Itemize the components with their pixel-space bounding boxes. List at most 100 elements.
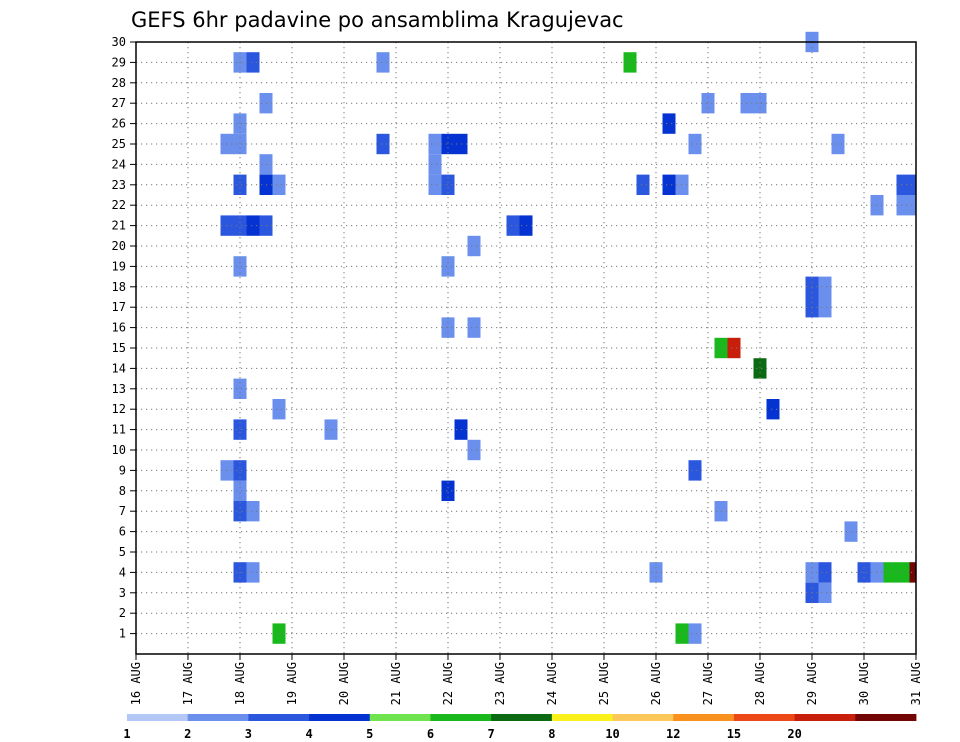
y-tick-label: 11 — [112, 423, 126, 437]
precip-cell-member-7 — [246, 501, 260, 522]
precip-cell-member-29 — [246, 52, 260, 73]
legend-threshold-label: 12 — [666, 727, 680, 741]
precip-cell-member-21 — [233, 215, 247, 236]
x-tick-label: 16 AUG — [129, 662, 143, 705]
x-tick-label: 20 AUG — [337, 662, 351, 705]
precip-cell-member-25 — [441, 133, 455, 155]
y-tick-label: 5 — [119, 545, 126, 559]
legend-threshold-label: 8 — [548, 727, 555, 741]
precip-cell-member-3 — [818, 582, 832, 603]
precip-cell-member-10 — [467, 439, 481, 461]
precip-cell-member-29 — [623, 52, 637, 73]
precip-cell-member-13 — [233, 378, 247, 399]
legend-threshold-label: 10 — [605, 727, 619, 741]
x-tick-label: 29 AUG — [805, 662, 819, 705]
legend-swatch — [551, 714, 613, 721]
y-tick-label: 2 — [119, 606, 126, 620]
x-tick-label: 26 AUG — [649, 662, 663, 705]
x-tick-label: 21 AUG — [389, 662, 403, 705]
legend-swatch — [187, 714, 249, 721]
precip-cell-member-25 — [428, 133, 442, 155]
y-tick-label: 16 — [112, 321, 126, 335]
y-axis-ticks: 1234567891011121314151617181920212223242… — [112, 35, 136, 641]
legend-swatch — [673, 714, 735, 721]
precip-cell-member-23 — [896, 174, 910, 195]
x-tick-label: 27 AUG — [701, 662, 715, 705]
precip-cell-member-12 — [272, 399, 286, 420]
y-tick-label: 7 — [119, 504, 126, 518]
legend-swatch — [612, 714, 674, 721]
precip-cell-member-8 — [233, 480, 247, 501]
y-tick-label: 23 — [112, 178, 126, 192]
legend-threshold-label: 3 — [245, 727, 252, 741]
y-tick-label: 29 — [112, 55, 126, 69]
y-tick-label: 18 — [112, 280, 126, 294]
y-tick-label: 13 — [112, 382, 126, 396]
precip-cell-member-9 — [688, 460, 702, 481]
precip-cell-member-23 — [272, 174, 286, 195]
color-legend: 1 2 3 4 5 6 7 8 10 12 15 20 — [123, 714, 917, 741]
precip-cell-member-23 — [233, 174, 247, 195]
x-tick-label: 30 AUG — [857, 662, 871, 705]
precip-cell-member-1 — [272, 623, 286, 644]
precip-cell-member-9 — [233, 460, 247, 481]
y-tick-label: 28 — [112, 76, 126, 90]
precip-cell-member-4 — [818, 562, 832, 583]
y-tick-label: 24 — [112, 157, 126, 171]
chart-title: GEFS 6hr padavine po ansamblima Kragujev… — [131, 8, 624, 32]
precip-cell-member-21 — [506, 215, 520, 236]
y-tick-label: 27 — [112, 96, 126, 110]
y-tick-label: 9 — [119, 463, 126, 477]
grid-lines — [136, 42, 916, 654]
x-tick-label: 22 AUG — [441, 662, 455, 705]
precip-cell-member-1 — [688, 623, 702, 644]
y-tick-label: 26 — [112, 117, 126, 131]
precip-cell-member-16 — [467, 317, 481, 338]
precip-cell-member-4 — [909, 562, 916, 583]
legend-threshold-label: 4 — [305, 727, 312, 741]
precip-cell-member-22 — [896, 195, 910, 216]
precip-cell-member-26 — [662, 113, 676, 134]
precip-cell-member-8 — [441, 480, 455, 501]
legend-swatch — [855, 714, 917, 721]
x-tick-label: 24 AUG — [545, 662, 559, 705]
legend-threshold-label: 5 — [366, 727, 373, 741]
x-tick-label: 31 AUG — [909, 662, 923, 705]
legend-threshold-label: 6 — [427, 727, 434, 741]
y-tick-label: 21 — [112, 219, 126, 233]
precip-cell-member-20 — [467, 235, 481, 257]
legend-swatch — [309, 714, 371, 721]
y-tick-label: 17 — [112, 300, 126, 314]
y-tick-label: 19 — [112, 259, 126, 273]
y-tick-label: 15 — [112, 341, 126, 355]
precip-cell-member-24 — [428, 154, 442, 175]
y-tick-label: 3 — [119, 586, 126, 600]
legend-swatch — [127, 714, 189, 721]
precip-cell-member-25 — [688, 133, 702, 155]
legend-swatch — [733, 714, 796, 721]
precip-cell-member-25 — [376, 133, 390, 155]
precip-cell-member-4 — [246, 562, 260, 583]
precip-cell-member-23 — [441, 174, 455, 195]
legend-swatch — [794, 714, 856, 721]
y-tick-label: 22 — [112, 198, 126, 212]
precip-cell-member-7 — [233, 501, 247, 522]
precip-cell-member-25 — [233, 133, 247, 155]
x-tick-label: 17 AUG — [181, 662, 195, 705]
precip-cell-member-11 — [233, 419, 247, 440]
precip-cell-member-19 — [441, 256, 455, 277]
y-tick-label: 8 — [119, 484, 126, 498]
precip-cell-member-23 — [662, 174, 676, 195]
y-tick-label: 25 — [112, 137, 126, 151]
x-tick-label: 23 AUG — [493, 662, 507, 705]
x-tick-label: 19 AUG — [285, 662, 299, 705]
y-tick-label: 12 — [112, 402, 126, 416]
precip-cell-member-15 — [727, 337, 741, 359]
y-tick-label: 4 — [119, 565, 126, 579]
x-tick-label: 25 AUG — [597, 662, 611, 705]
precip-cell-member-21 — [246, 215, 260, 236]
legend-threshold-label: 15 — [727, 727, 741, 741]
legend-swatch — [491, 714, 553, 721]
legend-threshold-label: 7 — [488, 727, 495, 741]
